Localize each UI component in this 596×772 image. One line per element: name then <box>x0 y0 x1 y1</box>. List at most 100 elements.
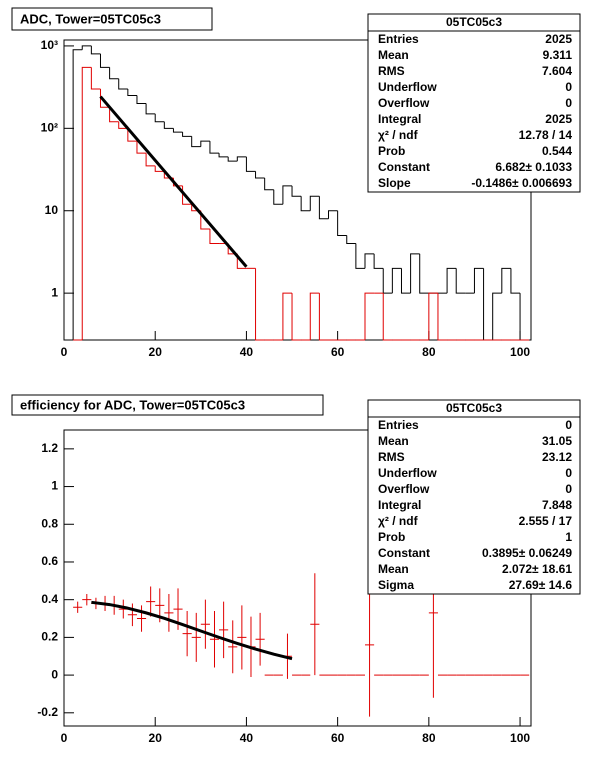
error-bar <box>200 599 210 649</box>
histogram-bin <box>136 141 147 154</box>
histogram-bin <box>364 292 375 340</box>
histogram-bin <box>172 128 183 133</box>
histogram-bin <box>218 153 229 158</box>
stats-label: Integral <box>378 498 421 512</box>
stats-label: Slope <box>378 176 411 190</box>
stats-label: Prob <box>378 530 405 544</box>
histogram-bin <box>264 177 274 191</box>
error-bar <box>310 573 320 676</box>
histogram-bin <box>99 53 110 68</box>
x-tick-label: 20 <box>149 345 163 359</box>
histogram-bin <box>245 156 256 172</box>
stats-label: Overflow <box>378 96 430 110</box>
histogram-bin <box>373 253 384 269</box>
stats-label: Constant <box>378 546 430 560</box>
histogram-bin <box>127 89 137 97</box>
histogram-bin <box>209 229 220 245</box>
histogram-bin <box>309 195 320 211</box>
stats-title: 05TC05c3 <box>446 15 502 29</box>
y-tick-label: 0.6 <box>41 554 58 568</box>
stats-label: Overflow <box>378 482 430 496</box>
histogram-bin <box>501 267 511 294</box>
error-bar <box>364 573 375 717</box>
stats-box <box>367 399 581 595</box>
histogram-bin <box>255 171 265 179</box>
histogram-bin <box>282 185 293 205</box>
y-tick-label: 0.8 <box>41 516 58 530</box>
y-tick-label: 0.2 <box>41 630 58 644</box>
histogram-bin <box>273 189 283 205</box>
histogram-bin <box>437 293 448 341</box>
x-tick-label: 100 <box>510 731 530 745</box>
stats-value: 0 <box>565 96 572 110</box>
stats-title: 05TC05c3 <box>446 401 502 415</box>
y-tick-label: 10 <box>45 203 59 217</box>
stats-value: 2.555 / 17 <box>519 514 573 528</box>
y-tick-label: 1 <box>51 285 58 299</box>
error-bar <box>191 612 201 662</box>
y-tick-label: 1.2 <box>41 441 58 455</box>
x-tick-label: 20 <box>149 731 163 745</box>
histogram-bin <box>99 89 110 108</box>
stats-label: Constant <box>378 160 430 174</box>
histogram-bin <box>428 292 438 340</box>
histogram-bin <box>410 253 420 294</box>
histogram-bin <box>209 141 220 154</box>
stats-label: RMS <box>378 450 405 464</box>
x-tick-label: 100 <box>510 345 530 359</box>
histogram-bin <box>236 253 247 269</box>
histogram-bin <box>455 268 466 294</box>
stats-label: Integral <box>378 112 421 126</box>
histogram-bin <box>81 45 92 50</box>
histogram-bin <box>382 293 393 341</box>
stats-value: 6.682± 0.1033 <box>495 160 572 174</box>
error-bar <box>127 603 137 627</box>
histogram-bin <box>364 253 375 269</box>
histogram-bin <box>227 156 238 162</box>
histogram-bin <box>510 268 521 294</box>
stats-value: 31.05 <box>542 434 572 448</box>
error-bar <box>255 612 265 666</box>
x-tick-label: 40 <box>240 731 254 745</box>
stats-value: 9.311 <box>543 48 573 62</box>
error-bar <box>228 620 238 674</box>
stats-value: 2.072± 18.61 <box>502 562 572 576</box>
stats-value: 0 <box>565 466 572 480</box>
stats-label: Prob <box>378 144 405 158</box>
x-tick-label: 0 <box>61 345 68 359</box>
error-bar <box>136 605 147 632</box>
stats-label: χ² / ndf <box>378 128 419 142</box>
y-tick-label: 0 <box>51 667 58 681</box>
stats-value: 27.69± 14.6 <box>509 578 573 592</box>
histogram-bin <box>291 185 302 197</box>
stats-value: 7.604 <box>542 64 572 78</box>
y-tick-label: 0.4 <box>41 592 58 606</box>
fit-curve <box>99 95 248 268</box>
y-tick-label: 10² <box>41 121 58 135</box>
error-bar <box>182 610 192 657</box>
x-tick-label: 80 <box>422 731 436 745</box>
chart-title: ADC, Tower=05TC05c3 <box>20 11 161 26</box>
error-bar <box>82 594 92 606</box>
histogram-bin <box>200 210 210 230</box>
stats-value: 0.3895± 0.06249 <box>482 546 572 560</box>
stats-label: Entries <box>378 418 419 432</box>
histogram-bin <box>118 121 128 129</box>
x-tick-label: 0 <box>61 731 68 745</box>
histogram-bin <box>318 293 329 341</box>
error-bar <box>164 594 174 632</box>
stats-value: 0.544 <box>542 144 572 158</box>
stats-label: Mean <box>378 434 409 448</box>
histogram-bin <box>346 235 356 245</box>
x-tick-label: 60 <box>331 731 345 745</box>
stats-value: 1 <box>565 530 572 544</box>
histogram-bin <box>400 268 411 294</box>
stats-label: Mean <box>378 562 409 576</box>
error-bar <box>219 601 229 659</box>
stats-value: -0.1486± 0.006693 <box>471 176 572 190</box>
histogram-bin <box>109 67 119 80</box>
histogram-bin <box>355 243 365 269</box>
histogram-bin <box>200 140 210 147</box>
histogram-bin <box>419 253 429 294</box>
